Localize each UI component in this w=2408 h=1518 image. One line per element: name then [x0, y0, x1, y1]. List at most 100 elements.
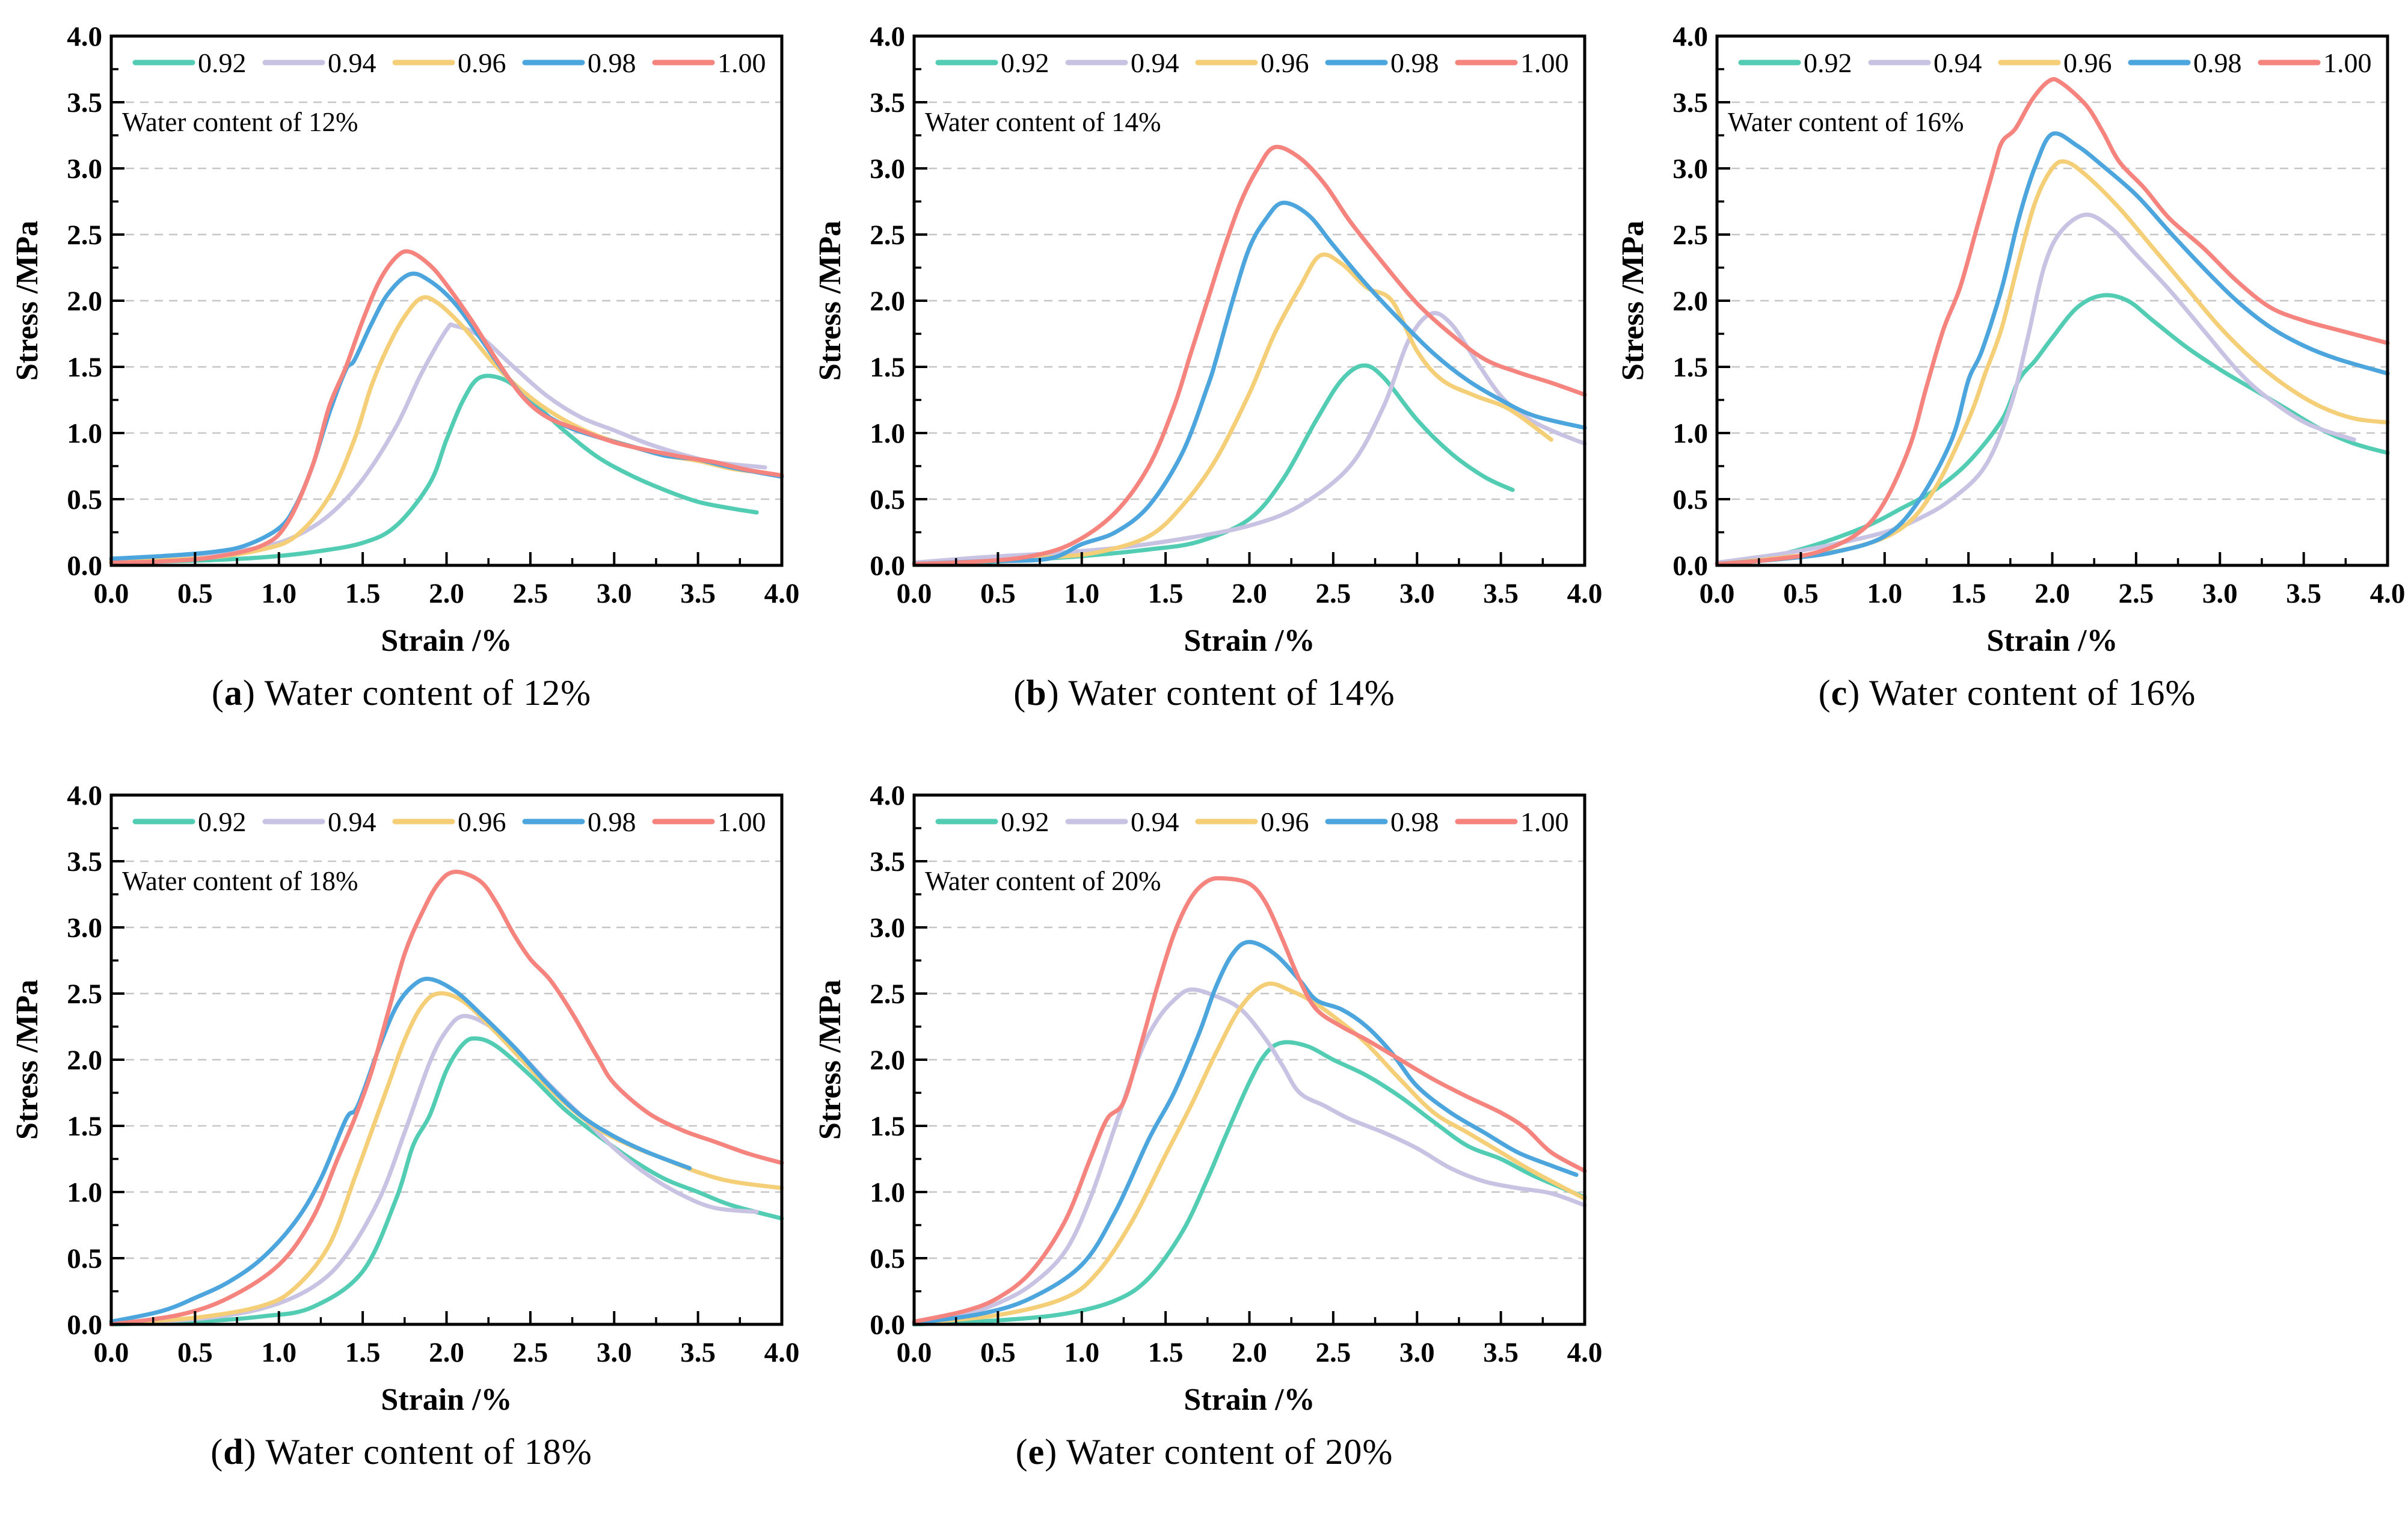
- x-tick-label: 0.5: [177, 1337, 213, 1368]
- series-line-0.94: [1715, 212, 2356, 565]
- series-line-0.96: [912, 982, 1587, 1326]
- x-tick-label: 1.5: [345, 1337, 381, 1368]
- y-tick-label: 3.0: [67, 912, 102, 944]
- caption-close-paren: ): [1046, 673, 1060, 713]
- y-tick-label: 1.5: [67, 1111, 102, 1142]
- water-content-annotation: Water content of 12%: [122, 107, 358, 137]
- caption-letter: b: [1026, 673, 1047, 713]
- caption-close-paren: ): [242, 673, 256, 713]
- series-line-1.00: [912, 876, 1587, 1324]
- caption-open-paren: (: [1015, 1432, 1028, 1472]
- chart-panel-b: 0.0 0.5 1.0 1.5 2.0 2.5 3.0 3.5 4.0 0.0 0.5 1.0 1.5 2…: [803, 0, 1606, 759]
- y-tick-label: 0.5: [870, 1243, 905, 1274]
- y-tick-label: 2.5: [870, 220, 905, 251]
- caption-close-paren: ): [1847, 673, 1861, 713]
- caption-open-paren: (: [210, 1432, 224, 1472]
- y-tick-label: 0.0: [67, 550, 102, 582]
- y-tick-label: 4.0: [1672, 21, 1708, 52]
- legend-label-0.96: 0.96: [1261, 48, 1309, 78]
- y-tick-label: 3.5: [67, 87, 102, 118]
- y-axis-title: Stress /MPa: [10, 980, 45, 1140]
- caption-text: Water content of 12%: [255, 673, 592, 713]
- x-tick-label: 0.0: [897, 578, 932, 609]
- y-tick-label: 2.0: [1672, 286, 1708, 317]
- x-tick-label: 1.0: [261, 1337, 296, 1368]
- y-tick-label: 2.0: [870, 286, 905, 317]
- y-tick-label: 2.5: [870, 979, 905, 1010]
- chart-panel-c: 0.0 0.5 1.0 1.5 2.0 2.5 3.0 3.5 4.0 0.0 0.5 1.0 1.5 2…: [1606, 0, 2408, 759]
- x-tick-label: 3.0: [597, 1337, 632, 1368]
- x-tick-label: 3.5: [680, 578, 716, 609]
- caption-letter: d: [223, 1432, 244, 1472]
- x-tick-label: 2.5: [513, 578, 548, 609]
- x-tick-label: 2.0: [429, 1337, 464, 1368]
- legend-label-1.00: 1.00: [717, 807, 766, 837]
- y-tick-label: 3.0: [870, 912, 905, 944]
- legend-label-0.92: 0.92: [1001, 48, 1049, 78]
- legend-label-0.96: 0.96: [458, 48, 506, 78]
- legend-label-0.96: 0.96: [458, 807, 506, 837]
- series-line-1.00: [109, 870, 784, 1327]
- y-axis-title: Stress /MPa: [813, 221, 847, 381]
- legend-label-0.94: 0.94: [1131, 807, 1179, 837]
- y-tick-label: 0.0: [67, 1309, 102, 1341]
- y-axis-title: Stress /MPa: [1616, 221, 1650, 381]
- series-line-0.96: [109, 991, 784, 1326]
- legend-label-0.94: 0.94: [1131, 48, 1179, 78]
- x-tick-label: 1.5: [345, 578, 381, 609]
- x-tick-label: 0.0: [94, 578, 129, 609]
- y-tick-label: 1.5: [1672, 352, 1708, 383]
- series-line-0.98: [109, 271, 784, 561]
- legend-label-0.92: 0.92: [1804, 48, 1852, 78]
- chart-caption-b: (b) Water content of 14%: [803, 672, 1606, 714]
- legend-label-0.92: 0.92: [198, 807, 247, 837]
- x-tick-label: 1.0: [1867, 578, 1902, 609]
- stress-strain-plot-12pct: 0.0 0.5 1.0 1.5 2.0 2.5 3.0 3.5 4.0 0.0 0.5 1.0 1.5 2…: [10, 21, 799, 658]
- x-tick-label: 3.5: [680, 1337, 716, 1368]
- caption-letter: a: [224, 673, 243, 713]
- x-tick-label: 3.5: [1483, 1337, 1519, 1368]
- legend-label-0.98: 0.98: [2193, 48, 2242, 78]
- y-tick-label: 4.0: [67, 780, 102, 811]
- x-tick-label: 3.0: [597, 578, 632, 609]
- series-line-0.92: [109, 1036, 784, 1327]
- chart-panel-e: 0.0 0.5 1.0 1.5 2.0 2.5 3.0 3.5 4.0 0.0 0.5 1.0 1.5 2…: [803, 759, 1606, 1518]
- x-tick-label: 0.5: [177, 578, 213, 609]
- y-tick-label: 1.0: [67, 1177, 102, 1208]
- x-tick-label: 0.0: [94, 1337, 129, 1368]
- x-axis-title: Strain /%: [1184, 1383, 1315, 1417]
- series-line-0.92: [109, 373, 759, 565]
- x-tick-label: 3.0: [2202, 578, 2238, 609]
- caption-text: Water content of 20%: [1057, 1432, 1393, 1472]
- x-tick-label: 1.0: [1064, 578, 1099, 609]
- legend-label-0.98: 0.98: [1390, 48, 1439, 78]
- x-tick-label: 1.5: [1951, 578, 1986, 609]
- x-axis-title: Strain /%: [1986, 624, 2118, 658]
- y-tick-label: 2.5: [1672, 220, 1708, 251]
- x-tick-label: 4.0: [764, 1337, 800, 1368]
- stress-strain-plot-20pct: 0.0 0.5 1.0 1.5 2.0 2.5 3.0 3.5 4.0 0.0 0.5 1.0 1.5 2…: [813, 780, 1602, 1417]
- chart-panel-a: 0.0 0.5 1.0 1.5 2.0 2.5 3.0 3.5 4.0 0.0 0.5 1.0 1.5 2…: [0, 0, 803, 759]
- caption-text: Water content of 14%: [1059, 673, 1395, 713]
- legend-label-0.94: 0.94: [328, 48, 376, 78]
- y-tick-label: 3.0: [870, 153, 905, 185]
- caption-letter: e: [1028, 1432, 1045, 1472]
- x-tick-label: 4.0: [2370, 578, 2406, 609]
- x-tick-label: 2.5: [2119, 578, 2154, 609]
- x-tick-label: 0.5: [980, 578, 1016, 609]
- chart-caption-e: (e) Water content of 20%: [803, 1431, 1606, 1473]
- y-tick-label: 3.5: [67, 846, 102, 877]
- legend-label-0.92: 0.92: [1001, 807, 1049, 837]
- y-tick-label: 1.5: [870, 352, 905, 383]
- series-line-0.94: [912, 987, 1587, 1324]
- x-tick-label: 1.5: [1148, 1337, 1184, 1368]
- caption-open-paren: (: [1818, 673, 1831, 713]
- y-tick-label: 3.5: [870, 87, 905, 118]
- chart-caption-a: (a) Water content of 12%: [0, 672, 803, 714]
- legend-label-0.98: 0.98: [1390, 807, 1439, 837]
- y-tick-label: 0.0: [1672, 550, 1708, 582]
- x-tick-label: 2.5: [513, 1337, 548, 1368]
- x-tick-label: 0.0: [1700, 578, 1735, 609]
- x-axis-title: Strain /%: [381, 624, 512, 658]
